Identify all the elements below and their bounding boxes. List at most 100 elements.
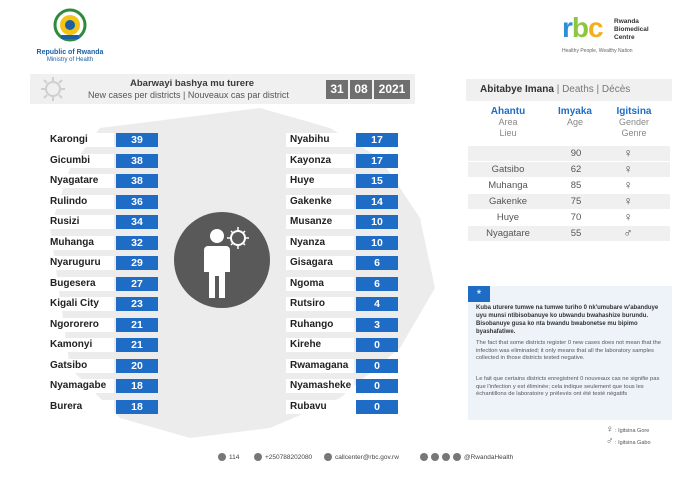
note-text-fr: Le fait que certains districts enregistr… [476,376,660,397]
footer: 114 +250788202080 callcenter@rbc.gov.rw … [0,450,700,466]
whatsapp-icon [254,453,262,462]
death-age: 85 [570,180,582,191]
district-case-count: 38 [116,153,158,168]
district-name: Ruhango [286,317,354,332]
death-gender: ♀ [623,210,633,224]
district-case-count: 0 [356,399,398,414]
district-case-count: 21 [116,317,158,332]
footer-social-text: @RwandaHealth [464,454,514,461]
death-age: 75 [570,196,582,207]
zero-cases-note: * Kuba uturere tumwe na tumwe turiho 0 n… [468,286,672,420]
district-case-count: 0 [356,338,398,352]
new-cases-title-band: Abarwayi bashya mu turere New cases per … [30,74,415,104]
rbc-logo: rbc Rwanda Biomedical Centre Healthy Peo… [562,14,672,60]
col-place-main: Ahantu [490,106,526,117]
district-case-count: 20 [116,358,158,373]
death-gender: ♀ [623,178,633,192]
death-row: 90 ♀ [468,146,670,161]
district-name: Rutsiro [286,297,354,311]
col-head-place: Ahantu Area Lieu [468,106,548,139]
footer-whatsapp-text: +250788202080 [265,454,313,461]
new-cases-title-en-fr: New cases per districts | Nouveaux cas p… [88,90,289,100]
footer-email-text: callcenter@rbc.gov.rw [335,454,399,461]
legend-female: ♀ : Igitsina Gore [606,424,649,435]
legend-male: ♂ : Igitsina Gabo [606,436,651,447]
col-gender-main: Igitsina [616,106,652,117]
district-name: Nyaruguru [46,256,114,270]
district-case-count: 0 [356,379,398,393]
ministry-line-1: Republic of Rwanda [36,49,104,56]
note-text-rw: Kuba uturere tumwe na tumwe turiho 0 nk'… [476,305,659,335]
district-name: Gicumbi [46,153,114,168]
date-month: 08 [350,80,372,99]
col-gender-en: Gender [618,117,650,127]
death-row: Nyagatare 55 ♂ [468,226,670,241]
district-name: Nyamagabe [46,379,114,393]
death-place: Huye [496,212,520,223]
district-name: Ngoma [286,276,354,291]
district-case-count: 15 [356,174,398,188]
col-age-main: Imyaka [558,106,592,117]
death-gender: ♀ [623,162,633,176]
death-age: 70 [570,212,582,223]
district-case-count: 21 [116,338,158,352]
district-case-count: 27 [116,276,158,291]
rbc-name-line-3: Centre [614,34,635,41]
district-case-count: 32 [116,235,158,250]
district-name: Rwamagana [286,358,354,373]
district-name: Gatsibo [46,358,114,373]
district-name: Kigali City [46,297,114,311]
district-name: Burera [46,399,114,414]
district-case-count: 3 [356,317,398,332]
district-name: Muhanga [46,235,114,250]
footer-social: @RwandaHealth [420,450,513,466]
ministry-of-health-logo: Republic of Rwanda Ministry of Health [37,8,103,68]
deaths-header-en-fr: | Deaths | Décès [553,84,631,95]
death-row: Gakenke 75 ♀ [468,194,670,209]
col-place-fr: Lieu [499,128,517,138]
district-name: Kayonza [286,153,354,168]
death-row: Huye 70 ♀ [468,210,670,225]
death-row: Muhanga 85 ♀ [468,178,670,193]
facebook-icon [431,453,439,462]
death-place: Muhanga [488,180,528,191]
district-case-count: 17 [356,133,398,147]
person-virus-badge [174,212,270,308]
district-name: Gakenke [286,194,354,209]
twitter-icon [420,453,428,462]
col-age-en: Age [566,117,583,127]
district-case-count: 36 [116,194,158,209]
person-icon [204,227,249,298]
death-age: 90 [570,148,582,159]
date-year: 2021 [374,80,410,99]
new-cases-title-rw: Abarwayi bashya mu turere [130,78,255,89]
note-star-badge: * [468,286,490,302]
district-name: Karongi [46,133,114,147]
rbc-name: Rwanda Biomedical Centre [614,18,649,42]
col-gender-fr: Genre [621,128,647,138]
rbc-name-line-2: Biomedical [614,26,649,33]
district-name: Rubavu [286,399,354,414]
district-case-count: 29 [116,256,158,270]
district-name: Nyabihu [286,133,354,147]
male-symbol-icon: ♂ [606,436,614,447]
district-name: Ngororero [46,317,114,332]
district-case-count: 14 [356,194,398,209]
rbc-logo-letters: rbc [562,12,604,43]
death-place: Gakenke [488,196,528,207]
district-name: Bugesera [46,276,114,291]
district-name: Huye [286,174,354,188]
district-name: Kamonyi [46,338,114,352]
district-name: Rulindo [46,194,114,209]
footer-hotline: 114 [218,450,239,466]
district-case-count: 34 [116,215,158,229]
female-symbol-icon: ♀ [606,424,614,435]
death-gender: ♀ [623,146,633,160]
death-gender: ♂ [623,226,633,240]
district-case-count: 23 [116,297,158,311]
death-place: Gatsibo [491,164,525,175]
district-case-count: 10 [356,215,398,229]
footer-email: callcenter@rbc.gov.rw [324,450,399,466]
district-case-count: 18 [116,379,158,393]
death-place: Nyagatare [486,228,530,239]
